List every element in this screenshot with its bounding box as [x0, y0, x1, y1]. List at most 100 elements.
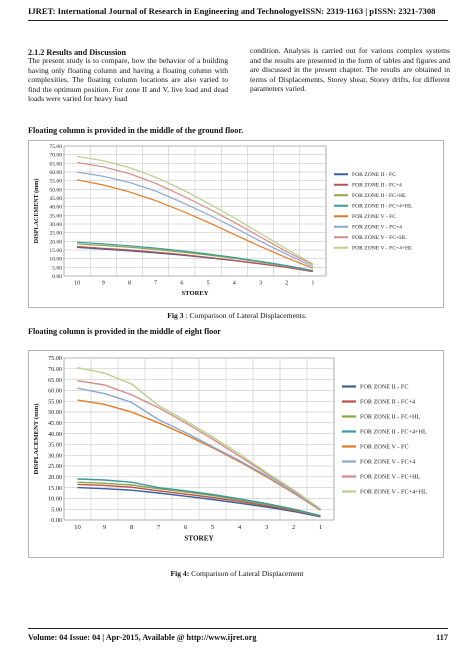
- x-tick-label: 10: [74, 281, 80, 287]
- x-tick-label: 6: [180, 281, 183, 287]
- y-tick-label: 70.00: [49, 153, 62, 159]
- section-title: 2.1.2 Results and Discussion: [28, 48, 127, 57]
- y-tick-label: 5.00: [52, 265, 62, 271]
- y-tick-label: 75.00: [49, 144, 62, 150]
- x-tick-label: 8: [128, 281, 131, 287]
- y-tick-label: 55.00: [48, 398, 62, 405]
- footer-rule: [28, 628, 448, 629]
- y-axis-label: DISPLACEMENT (mm): [33, 179, 40, 244]
- figure-4-chart: 0.00 5.00 10.00 15.00 20.00 25.00 30.00 35.00 40…: [28, 350, 444, 558]
- legend-entry: FOR ZONE II - FC+4+HL: [360, 429, 427, 436]
- y-tick-label: 35.00: [49, 213, 62, 219]
- series-line: [77, 171, 314, 268]
- x-tick-label: 4: [238, 524, 242, 531]
- series-line: [77, 387, 321, 511]
- y-tick-label: 60.00: [49, 170, 62, 176]
- x-tick-label: 2: [285, 281, 288, 287]
- figure-4-caption: Fig 4: Comparison of Lateral Displacemen…: [0, 569, 474, 578]
- series-line: [77, 399, 321, 511]
- y-tick-label: 10.00: [48, 496, 62, 503]
- y-axis-label: DISPLACEMENT (mm): [33, 403, 40, 474]
- series-line: [77, 486, 321, 518]
- y-tick-label: 75.00: [48, 355, 62, 362]
- x-tick-label: 2: [292, 524, 295, 531]
- journal-footer: Volume: 04 Issue: 04 | Apr-2015, Availab…: [28, 633, 257, 642]
- legend-entry: FOR ZONE II - FC: [360, 384, 408, 391]
- legend-entry: FOR ZONE V - FC+HL: [352, 235, 407, 241]
- figure-4-heading: Floating column is provided in the middl…: [28, 327, 221, 336]
- y-tick-label: 0.00: [51, 517, 62, 524]
- y-tick-label: 70.00: [48, 366, 62, 373]
- y-tick-label: 55.00: [49, 179, 62, 185]
- y-tick-label: 65.00: [48, 377, 62, 384]
- series-line: [76, 179, 314, 269]
- y-tick-label: 65.00: [49, 161, 62, 167]
- figure-3-chart: 0.00 5.00 10.00 15.00 20.00 25.00 30.00 35.00 40…: [28, 140, 444, 308]
- figure-4-caption-label: Fig 4:: [170, 569, 190, 578]
- y-tick-label: 15.00: [48, 485, 62, 492]
- legend-entry: FOR ZONE II - FC+4: [352, 183, 402, 189]
- series-line: [77, 380, 321, 510]
- y-tick-label: 20.00: [49, 239, 62, 245]
- figure-4-caption-text: Comparison of Lateral Displacement: [189, 569, 304, 578]
- figure-3-caption-label: Fig 3: [167, 311, 184, 320]
- y-tick-label: 30.00: [49, 222, 62, 228]
- legend-entry: FOR ZONE V - FC: [352, 214, 396, 220]
- legend-entry: FOR ZONE II - FC+4: [360, 399, 415, 406]
- header-rule: [28, 20, 448, 21]
- y-tick-label: 60.00: [48, 388, 62, 395]
- x-tick-label: 7: [154, 281, 157, 287]
- x-tick-label: 10: [74, 524, 81, 531]
- y-tick-label: 30.00: [48, 452, 62, 459]
- x-tick-label: 1: [319, 524, 322, 531]
- y-tick-label: 40.00: [49, 205, 62, 211]
- page-number: 117: [436, 633, 448, 642]
- x-tick-label: 9: [103, 524, 107, 531]
- y-tick-label: 35.00: [48, 442, 62, 449]
- series-line: [77, 478, 321, 517]
- x-tick-label: 6: [184, 524, 188, 531]
- x-axis-label: STOREY: [182, 290, 209, 297]
- series-line: [77, 245, 313, 273]
- legend-entry: FOR ZONE V - FC+4+HL: [360, 489, 427, 496]
- y-tick-label: 20.00: [48, 474, 62, 481]
- y-tick-label: 50.00: [48, 409, 62, 416]
- legend-entry: FOR ZONE II - FC+HL: [352, 193, 407, 199]
- x-tick-label: 8: [130, 524, 134, 531]
- legend-entry: FOR ZONE V - FC: [360, 444, 409, 451]
- legend-entry: FOR ZONE V - FC+4: [352, 225, 402, 231]
- x-tick-label: 3: [259, 281, 262, 287]
- y-tick-label: 45.00: [49, 196, 62, 202]
- series-line: [77, 161, 314, 266]
- y-tick-label: 10.00: [49, 257, 62, 263]
- figure-3-heading: Floating column is provided in the middl…: [28, 126, 244, 135]
- x-tick-label: 1: [311, 281, 314, 287]
- y-tick-label: 50.00: [49, 187, 62, 193]
- y-tick-label: 40.00: [48, 431, 62, 438]
- figure-3-caption: Fig 3 : Comparison of Lateral Displaceme…: [0, 311, 474, 320]
- y-tick-label: 15.00: [49, 248, 62, 254]
- series-line: [77, 155, 314, 265]
- x-tick-label: 4: [233, 281, 236, 287]
- legend-entry: FOR ZONE V - FC+4: [360, 459, 415, 466]
- x-tick-label: 9: [102, 281, 105, 287]
- series-line: [77, 483, 321, 517]
- legend-entry: FOR ZONE II - FC+HL: [360, 414, 420, 421]
- legend-entry: FOR ZONE V - FC+HL: [360, 474, 421, 481]
- y-tick-label: 25.00: [48, 463, 62, 470]
- legend-entry: FOR ZONE V - FC+4+HL: [352, 246, 413, 252]
- journal-header: IJRET: International Journal of Research…: [28, 6, 436, 16]
- x-tick-label: 7: [157, 524, 161, 531]
- series-line: [77, 241, 314, 272]
- series-line: [77, 367, 321, 510]
- legend-entry: FOR ZONE II - FC+4+HL: [352, 204, 413, 210]
- y-tick-label: 0.00: [52, 274, 62, 280]
- x-tick-label: 5: [207, 281, 210, 287]
- y-tick-label: 45.00: [48, 420, 62, 427]
- y-tick-label: 25.00: [49, 231, 62, 237]
- x-tick-label: 3: [265, 524, 269, 531]
- legend-entry: FOR ZONE II - FC: [352, 172, 396, 178]
- figure-3-caption-text: : Comparison of Lateral Displacements.: [183, 311, 307, 320]
- left-column-text: The present study is to compare, how the…: [28, 56, 228, 104]
- x-tick-label: 5: [211, 524, 215, 531]
